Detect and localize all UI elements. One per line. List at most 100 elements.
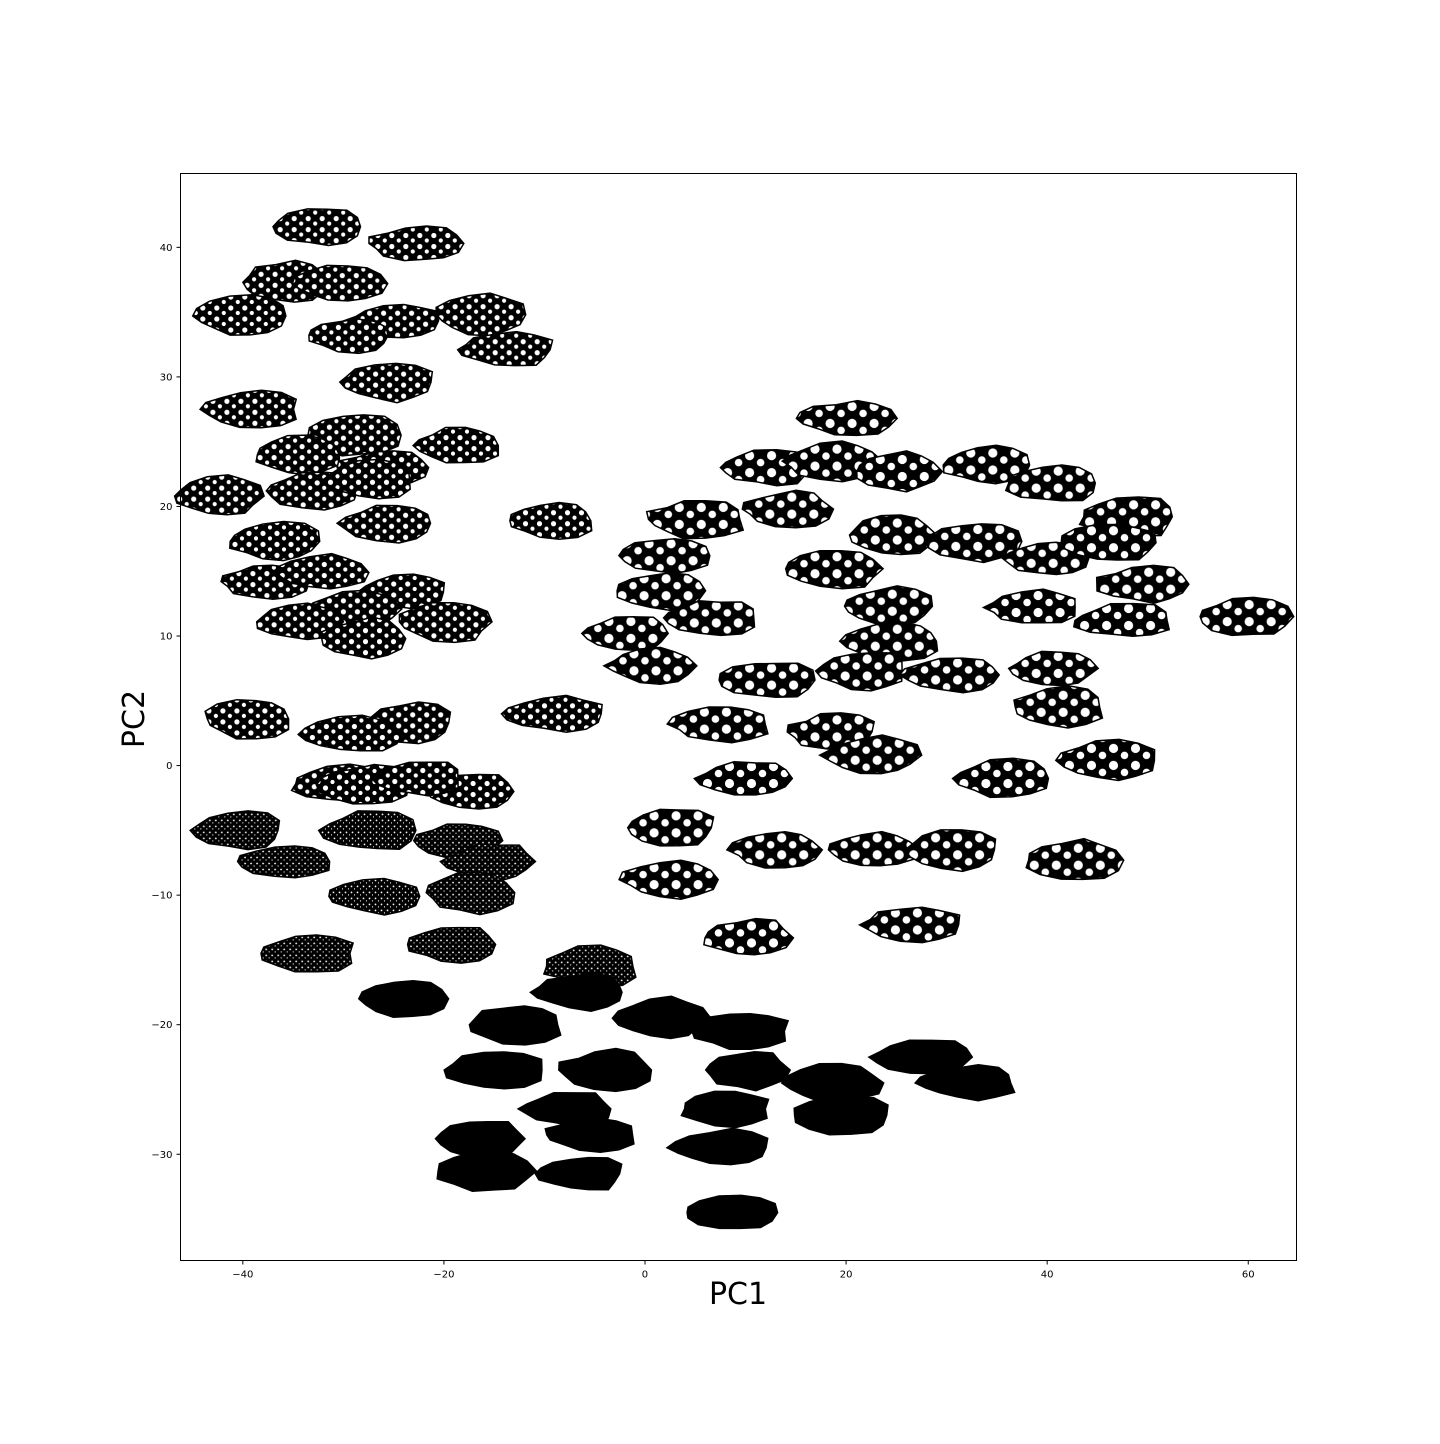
- data-point-thumbnail: [534, 1156, 623, 1191]
- data-point-thumbnail: [693, 760, 794, 796]
- data-point-thumbnail: [1095, 564, 1190, 605]
- data-point-thumbnail: [255, 434, 341, 477]
- data-point-thumbnail: [406, 926, 497, 964]
- data-point-thumbnail: [529, 972, 623, 1012]
- data-point-thumbnail: [275, 552, 370, 590]
- data-point-thumbnail: [838, 621, 939, 662]
- data-point-thumbnail: [704, 1050, 792, 1092]
- data-point-thumbnail: [691, 1013, 790, 1051]
- data-point-thumbnail: [368, 225, 465, 262]
- data-point-thumbnail: [308, 318, 389, 355]
- data-point-thumbnail: [618, 859, 720, 900]
- y-tick-label: 40: [160, 243, 173, 254]
- data-point-thumbnail: [236, 845, 331, 879]
- data-point-thumbnail: [260, 934, 355, 973]
- data-point-thumbnail: [411, 426, 500, 464]
- data-point-thumbnail: [686, 1194, 779, 1230]
- data-point-thumbnail: [580, 616, 670, 651]
- data-point-thumbnail: [1025, 837, 1125, 881]
- data-point-thumbnail: [942, 444, 1031, 485]
- data-point-thumbnail: [611, 995, 712, 1040]
- x-axis-ticks: −40 −20 0 20 40 60: [232, 1260, 1255, 1281]
- data-point-thumbnail: [370, 761, 459, 797]
- data-point-thumbnail: [173, 474, 265, 516]
- x-tick-label: 60: [1242, 1270, 1255, 1281]
- data-point-thumbnail: [291, 264, 389, 302]
- data-point-thumbnail: [1054, 738, 1156, 782]
- data-point-thumbnail: [1013, 684, 1104, 729]
- data-point-thumbnail: [795, 399, 899, 437]
- data-point-thumbnail: [666, 706, 769, 744]
- data-point-thumbnail: [703, 917, 795, 956]
- data-point-thumbnail: [229, 520, 321, 562]
- y-tick-label: −20: [151, 1020, 172, 1031]
- y-axis-label: PC2: [117, 690, 152, 748]
- data-point-thumbnail: [443, 1051, 543, 1090]
- data-point-thumbnail: [843, 585, 934, 625]
- data-point-thumbnail: [904, 829, 997, 873]
- data-point-thumbnail: [951, 757, 1050, 799]
- data-point-thumbnail: [338, 362, 434, 404]
- x-axis-label: PC1: [709, 1277, 767, 1312]
- data-point-thumbnail: [1072, 602, 1171, 637]
- data-point-thumbnail: [1004, 464, 1097, 502]
- data-point-thumbnail: [1007, 650, 1100, 687]
- y-tick-label: 30: [160, 372, 173, 383]
- data-point-thumbnail: [617, 537, 711, 575]
- data-point-thumbnail: [898, 657, 1001, 694]
- y-tick-label: 20: [160, 502, 173, 513]
- data-point-thumbnail: [544, 1117, 635, 1154]
- data-point-thumbnail: [204, 698, 290, 740]
- data-point-thumbnail: [818, 734, 923, 775]
- data-point-thumbnail: [456, 330, 554, 367]
- data-point-thumbnail: [665, 1127, 769, 1166]
- data-point-thumbnail: [335, 504, 432, 544]
- data-point-thumbnail: [500, 694, 603, 733]
- data-point-thumbnail: [436, 1149, 538, 1192]
- data-point-thumbnail: [255, 602, 345, 641]
- x-tick-label: 40: [1041, 1270, 1054, 1281]
- x-tick-label: −20: [433, 1270, 454, 1281]
- data-point-thumbnail: [856, 450, 944, 493]
- data-point-thumbnail: [509, 501, 593, 540]
- y-tick-label: 10: [160, 632, 173, 643]
- data-point-thumbnail: [1060, 523, 1157, 561]
- data-point-thumbnail: [425, 871, 516, 916]
- y-axis-ticks: −30 −20 −10 0 10 20 30 40: [151, 243, 181, 1161]
- data-point-thumbnail: [398, 601, 493, 644]
- data-point-thumbnail: [435, 292, 527, 337]
- data-point-thumbnail: [814, 652, 903, 692]
- y-tick-label: −10: [151, 891, 172, 902]
- data-point-thumbnail: [645, 500, 745, 540]
- data-point-thumbnail: [718, 662, 816, 699]
- data-point-thumbnail: [741, 489, 835, 529]
- data-point-thumbnail: [626, 808, 715, 847]
- data-point-thumbnail: [725, 831, 824, 869]
- x-tick-label: −40: [232, 1270, 253, 1281]
- x-tick-label: 20: [840, 1270, 853, 1281]
- y-tick-label: −30: [151, 1150, 172, 1161]
- data-point-thumbnail: [793, 1095, 889, 1136]
- data-point-thumbnail: [191, 293, 287, 336]
- data-point-thumbnail: [662, 600, 756, 637]
- data-point-thumbnail: [680, 1090, 770, 1129]
- data-point-thumbnail: [602, 646, 698, 685]
- data-point-thumbnail: [322, 458, 411, 500]
- data-point-thumbnail: [848, 514, 938, 556]
- data-point-thumbnail: [328, 877, 421, 916]
- data-point-thumbnail: [857, 906, 961, 944]
- data-point-thumbnail: [784, 549, 885, 590]
- data-point-thumbnail: [913, 1064, 1016, 1102]
- data-point-thumbnail: [297, 714, 405, 752]
- plot-area: [173, 208, 1295, 1230]
- data-point-thumbnail: [198, 389, 298, 429]
- data-point-thumbnail: [558, 1047, 653, 1093]
- data-point-thumbnail: [1199, 596, 1295, 637]
- plot-frame: [180, 173, 1297, 1261]
- data-point-thumbnail: [320, 616, 407, 660]
- data-point-thumbnail: [357, 979, 450, 1018]
- data-point-thumbnail: [468, 1005, 562, 1046]
- data-point-thumbnail: [923, 523, 1023, 564]
